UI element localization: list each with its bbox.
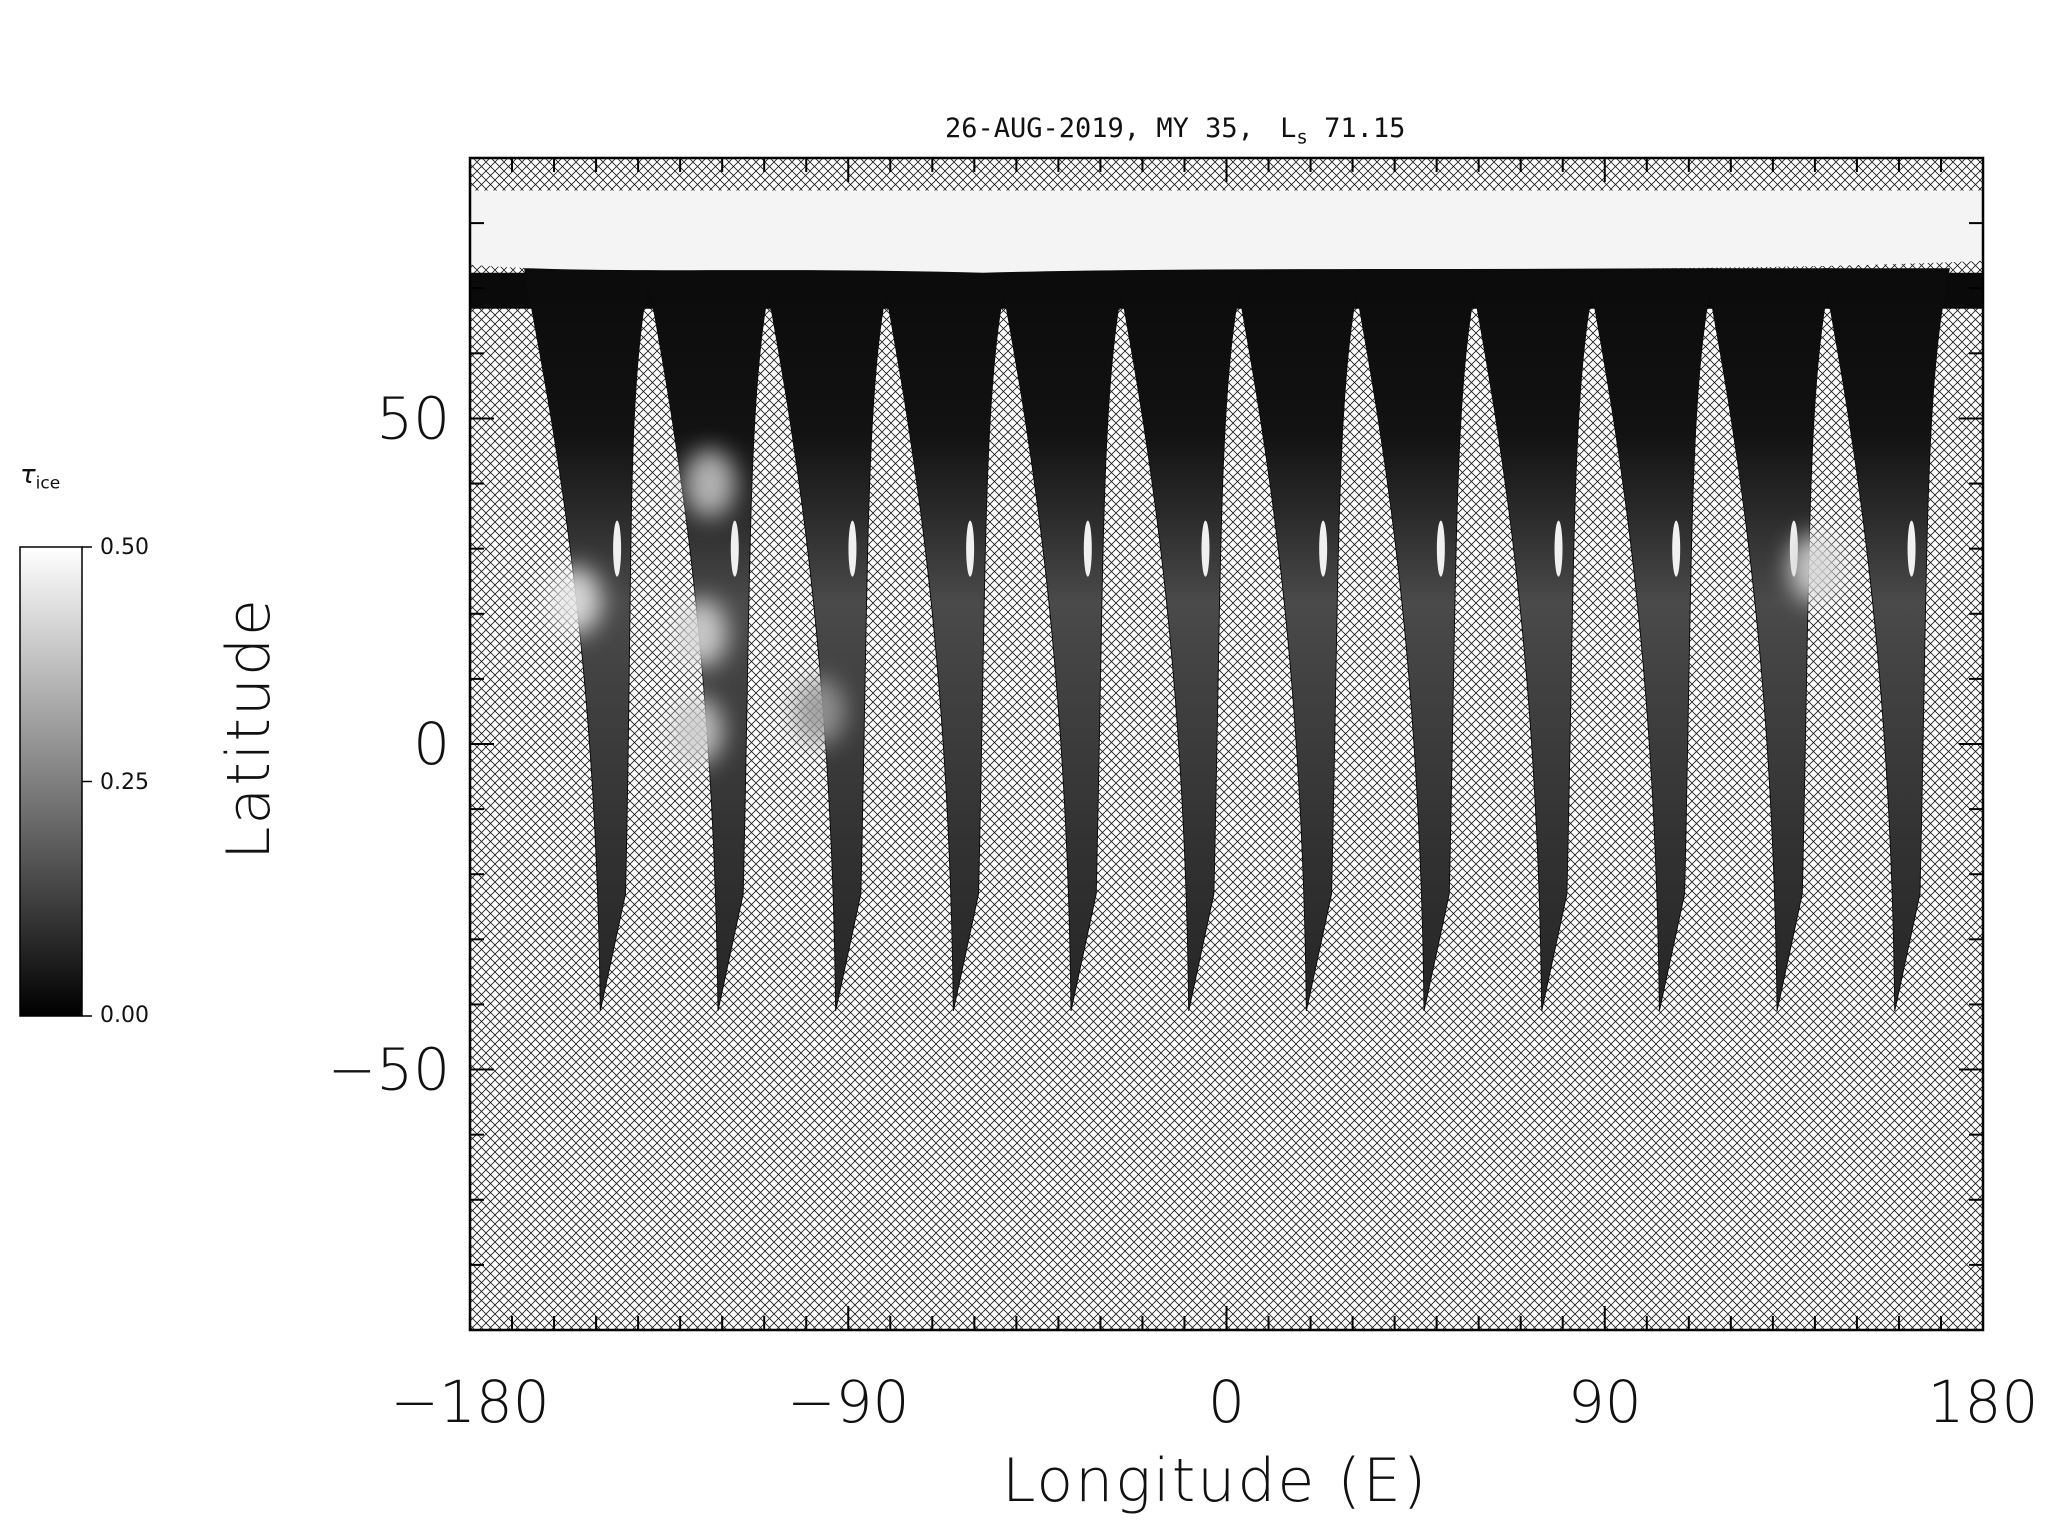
title-date: 26-AUG-2019, (945, 113, 1141, 144)
title-mars-year: MY 35, (1156, 113, 1254, 144)
title-ls-value: 71.15 (1324, 113, 1406, 144)
data-swath (1587, 268, 1715, 1012)
x-tick-label: 0 (1208, 1368, 1245, 1436)
swath-gap (1319, 520, 1328, 577)
x-tick-label: 90 (1568, 1368, 1642, 1436)
swath-gap (1083, 520, 1092, 577)
colorbar (19, 546, 83, 1017)
data-swath (1705, 268, 1833, 1012)
swath-gap (1201, 520, 1210, 577)
axis-ticks (469, 157, 1984, 1331)
swath-gap (848, 520, 857, 577)
bright-cloud (792, 677, 845, 746)
colorbar-title-symbol: τ (20, 460, 36, 490)
data-swath (881, 268, 1009, 1012)
colorbar-tick-label-mid: 0.25 (100, 770, 149, 795)
data-swath (998, 268, 1127, 1012)
data-swath (1234, 268, 1362, 1012)
colorbar-tick-label-top: 0.50 (100, 535, 149, 560)
colorbar-tick-label-bottom: 0.00 (100, 1003, 149, 1028)
swath-gap (730, 520, 739, 577)
title-ls-symbol: L (1280, 113, 1297, 144)
bright-cloud (1788, 534, 1841, 603)
y-tick-label: 0 (413, 710, 450, 778)
plot-area (470, 158, 1983, 1330)
y-tick-label: −50 (328, 1036, 450, 1104)
bright-cloud (683, 449, 736, 518)
swath-gap (613, 520, 622, 577)
data-swath (763, 268, 891, 1012)
title-ls-subscript: s (1296, 126, 1308, 149)
x-tick-label: 180 (1928, 1368, 2039, 1436)
data-swath (1822, 268, 1950, 1012)
data-swath (1116, 268, 1244, 1012)
data-swath (1469, 268, 1597, 1012)
x-axis-title: Longitude (E) (1002, 1446, 1429, 1516)
polar-cap-band (470, 190, 1983, 273)
x-tick-label: −180 (390, 1368, 549, 1436)
colorbar-title: τice (20, 460, 60, 493)
chart-title: 26-AUG-2019, MY 35, Ls 71.15 (0, 113, 2048, 149)
x-tick-label: −90 (787, 1368, 909, 1436)
y-axis-title: Latitude (214, 597, 284, 860)
swath-gap (1907, 520, 1916, 577)
bright-cloud (670, 696, 723, 765)
swath-gap (966, 520, 975, 577)
swath-gap (1436, 520, 1445, 577)
bright-cloud (549, 566, 602, 635)
data-swath (1351, 268, 1480, 1012)
y-tick-label: 50 (376, 384, 450, 452)
data-swath (524, 268, 652, 1012)
swath-gap (1554, 520, 1563, 577)
bright-cloud (675, 599, 728, 668)
colorbar-title-subscript: ice (35, 473, 61, 494)
swath-gap (1672, 520, 1681, 577)
